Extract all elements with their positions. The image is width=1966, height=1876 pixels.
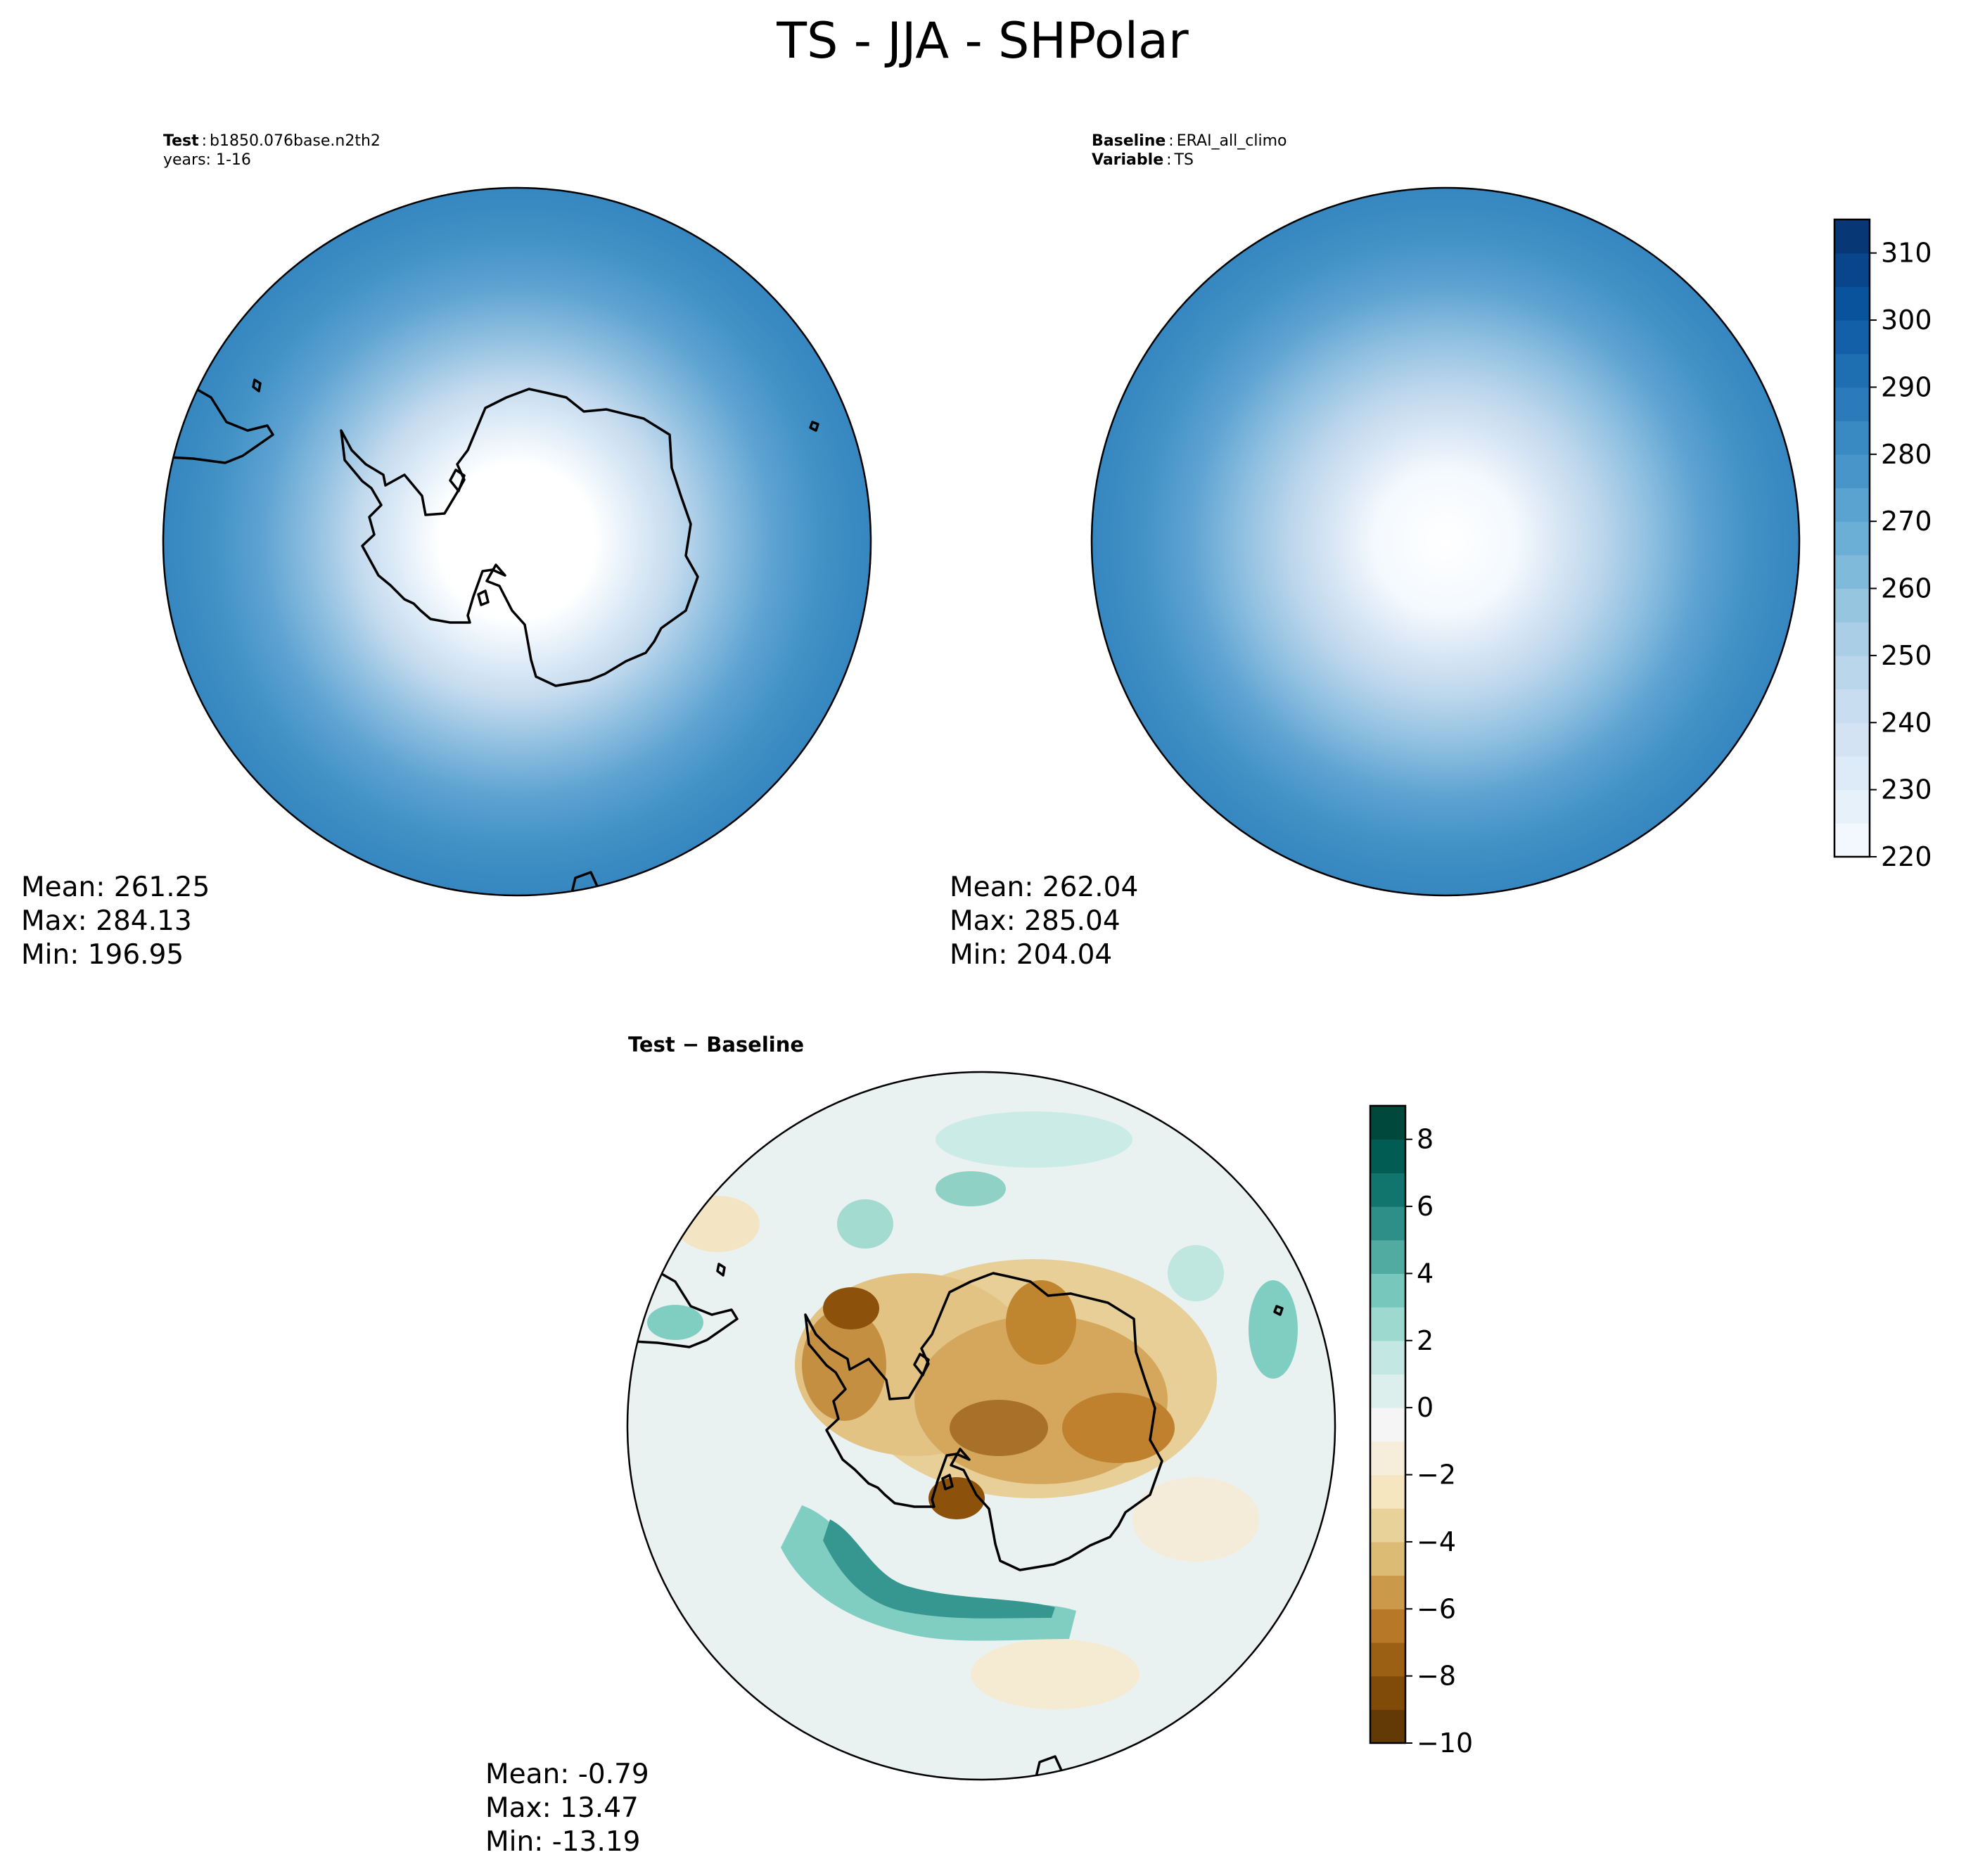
- difference-colorbar-tick-label: 6: [1417, 1191, 1434, 1222]
- test-map: [162, 186, 872, 897]
- diff-map: [626, 1071, 1336, 1781]
- field-colorbar-swatch: [1834, 421, 1870, 455]
- difference-colorbar-swatch: [1370, 1307, 1405, 1341]
- field-colorbar-tick-label: 240: [1881, 707, 1932, 738]
- difference-colorbar-swatch: [1370, 1508, 1405, 1543]
- difference-colorbar-swatch: [1370, 1374, 1405, 1408]
- test-case-name: b1850.076base.n2th2: [210, 132, 381, 150]
- baseline-mean: Mean: 262.04: [950, 872, 1138, 903]
- field-colorbar-tick-label: 280: [1881, 439, 1932, 470]
- diff-antarctica-coast: [804, 1272, 1163, 1571]
- difference-colorbar-tick-label: −4: [1417, 1526, 1456, 1557]
- difference-colorbar-swatch: [1370, 1441, 1405, 1476]
- figure-title: TS - JJA - SHPolar: [776, 12, 1189, 70]
- difference-colorbar-swatch: [1370, 1474, 1405, 1509]
- difference-colorbar-tick-label: 0: [1417, 1392, 1434, 1423]
- field-colorbar-swatch: [1834, 655, 1870, 690]
- field-colorbar-tick-label: 250: [1881, 640, 1932, 671]
- difference-colorbar-swatch: [1370, 1575, 1405, 1609]
- test-mean: Mean: 261.25: [21, 872, 210, 903]
- test-min: Min: 196.95: [21, 939, 184, 971]
- difference-colorbar-swatch: [1370, 1173, 1405, 1207]
- field-colorbar-tick-label: 310: [1881, 238, 1932, 269]
- difference-colorbar-swatch: [1370, 1609, 1405, 1643]
- difference-colorbar: −10 −8 −6 −4 −2 0 2 4 6 8: [1369, 1104, 1473, 1759]
- difference-colorbar-swatch: [1370, 1541, 1405, 1576]
- field-colorbar-swatch: [1834, 487, 1870, 522]
- variable-label: Variable: [1092, 151, 1163, 169]
- test-separator: :: [202, 132, 207, 150]
- test-antarctica-coast: [340, 388, 699, 687]
- field-colorbar-swatch: [1834, 353, 1870, 388]
- variable-value: TS: [1174, 151, 1194, 169]
- baseline-max: Max: 285.04: [950, 905, 1121, 937]
- field-colorbar-swatch: [1834, 219, 1870, 254]
- diff-mean: Mean: -0.79: [485, 1759, 649, 1790]
- baseline-min: Min: 204.04: [950, 939, 1112, 971]
- field-colorbar-swatch: [1834, 722, 1870, 757]
- field-colorbar-swatch: [1834, 789, 1870, 824]
- field-colorbar-swatch: [1834, 521, 1870, 556]
- difference-colorbar-swatch: [1370, 1139, 1405, 1173]
- diff-title: Test − Baseline: [628, 1033, 804, 1057]
- test-header: Test: b1850.076base.n2th2: [163, 132, 381, 150]
- baseline-variable: Variable: TS: [1092, 151, 1194, 169]
- difference-colorbar-swatch: [1370, 1709, 1405, 1744]
- difference-colorbar-tick-label: −2: [1417, 1460, 1456, 1491]
- field-colorbar-swatch: [1834, 755, 1870, 791]
- difference-colorbar-swatches: [1370, 1106, 1405, 1744]
- field-colorbar-swatch: [1834, 253, 1870, 287]
- difference-colorbar-swatch: [1370, 1206, 1405, 1241]
- field-colorbar-swatch: [1834, 387, 1870, 421]
- difference-colorbar-tick-label: 8: [1417, 1124, 1434, 1155]
- difference-colorbar-tick-label: −10: [1417, 1728, 1473, 1759]
- baseline-case-name: ERAI_all_climo: [1177, 132, 1287, 150]
- difference-colorbar-tick-label: 2: [1417, 1325, 1434, 1356]
- difference-colorbar-swatch: [1370, 1106, 1405, 1140]
- field-colorbar-swatch: [1834, 286, 1870, 321]
- field-colorbar-tick-label: 290: [1881, 371, 1932, 402]
- field-colorbar-tick-label: 300: [1881, 305, 1932, 336]
- baseline-header: Baseline: ERAI_all_climo: [1092, 132, 1287, 150]
- test-label: Test: [163, 132, 199, 150]
- difference-colorbar-tick-label: −8: [1417, 1661, 1456, 1692]
- field-colorbar-swatch: [1834, 622, 1870, 656]
- field-colorbar-swatch: [1834, 689, 1870, 723]
- difference-colorbar-tick-label: −6: [1417, 1593, 1456, 1624]
- field-colorbar: 220 230 240 250 260 270 280 290 300 310: [1833, 218, 1932, 872]
- difference-colorbar-ticks: −10 −8 −6 −4 −2 0 2 4 6 8: [1405, 1124, 1473, 1759]
- baseline-map: [1090, 186, 1801, 897]
- field-colorbar-swatch: [1834, 823, 1870, 857]
- difference-colorbar-swatch: [1370, 1642, 1405, 1677]
- field-colorbar-tick-label: 230: [1881, 774, 1932, 805]
- baseline-separator: :: [1168, 132, 1173, 150]
- variable-separator: :: [1166, 151, 1171, 169]
- difference-colorbar-swatch: [1370, 1239, 1405, 1275]
- difference-colorbar-swatch: [1370, 1408, 1405, 1442]
- difference-colorbar-swatch: [1370, 1273, 1405, 1308]
- field-colorbar-tick-label: 220: [1881, 841, 1932, 872]
- difference-colorbar-tick-label: 4: [1417, 1258, 1434, 1289]
- test-years: years: 1-16: [163, 151, 251, 169]
- field-colorbar-swatch: [1834, 554, 1870, 589]
- field-colorbar-swatch: [1834, 454, 1870, 489]
- field-colorbar-tick-label: 270: [1881, 506, 1932, 537]
- field-colorbar-ticks: 220 230 240 250 260 270 280 290 300 310: [1870, 238, 1932, 872]
- difference-colorbar-swatch: [1370, 1676, 1405, 1710]
- test-max: Max: 284.13: [21, 905, 192, 937]
- field-colorbar-tick-label: 260: [1881, 573, 1932, 604]
- difference-colorbar-swatch: [1370, 1340, 1405, 1375]
- field-colorbar-swatch: [1834, 320, 1870, 355]
- field-colorbar-swatch: [1834, 588, 1870, 623]
- field-colorbar-swatches: [1834, 219, 1870, 857]
- diff-min: Min: -13.19: [485, 1826, 640, 1858]
- diff-max: Max: 13.47: [485, 1792, 639, 1824]
- baseline-label: Baseline: [1092, 132, 1166, 150]
